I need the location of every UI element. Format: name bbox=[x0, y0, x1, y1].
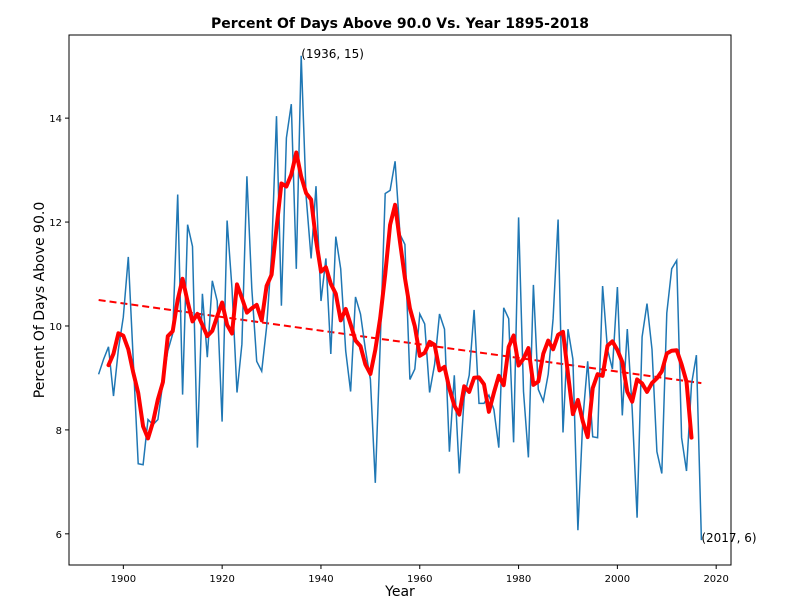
chart-title: Percent Of Days Above 90.0 Vs. Year 1895… bbox=[211, 16, 589, 32]
x-tick-label: 1960 bbox=[407, 574, 432, 585]
y-tick-label: 10 bbox=[49, 322, 62, 333]
y-tick-label: 6 bbox=[56, 530, 62, 541]
plot-frame bbox=[68, 34, 732, 566]
moving-average-line bbox=[106, 150, 694, 441]
x-tick-label: 1900 bbox=[111, 574, 136, 585]
y-tick-label: 8 bbox=[56, 426, 62, 437]
x-axis-label: Year bbox=[384, 584, 415, 600]
x-tick-label: 1920 bbox=[209, 574, 234, 585]
x-axis-ticks: 1900 1920 1940 1960 1980 2000 2020 bbox=[111, 565, 729, 585]
y-axis-ticks: 6 8 10 12 14 bbox=[49, 114, 69, 541]
point-annotation: (1936, 15) bbox=[301, 47, 364, 61]
point-annotation: (2017, 6) bbox=[701, 531, 756, 545]
plot-area bbox=[97, 55, 703, 541]
x-tick-label: 1940 bbox=[308, 574, 333, 585]
x-tick-label: 2000 bbox=[605, 574, 630, 585]
x-tick-label: 1980 bbox=[506, 574, 531, 585]
y-axis-label: Percent Of Days Above 90.0 bbox=[32, 202, 48, 398]
x-tick-label: 2020 bbox=[703, 574, 728, 585]
y-tick-label: 14 bbox=[49, 114, 62, 125]
annotations: (1936, 15) (2017, 6) bbox=[301, 47, 756, 545]
annual-series-line bbox=[97, 55, 703, 541]
y-tick-label: 12 bbox=[49, 218, 62, 229]
